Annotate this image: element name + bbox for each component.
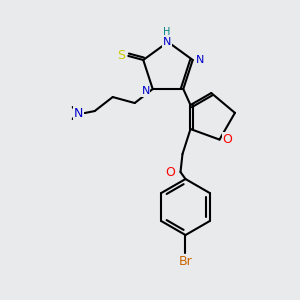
Text: Br: Br bbox=[178, 254, 192, 268]
Text: O: O bbox=[166, 166, 176, 178]
Text: N: N bbox=[163, 37, 171, 47]
Text: O: O bbox=[223, 133, 232, 146]
Text: N: N bbox=[142, 86, 150, 96]
Text: N: N bbox=[196, 55, 204, 65]
Text: H: H bbox=[163, 27, 171, 37]
Text: N: N bbox=[74, 106, 83, 119]
Text: S: S bbox=[117, 50, 125, 62]
